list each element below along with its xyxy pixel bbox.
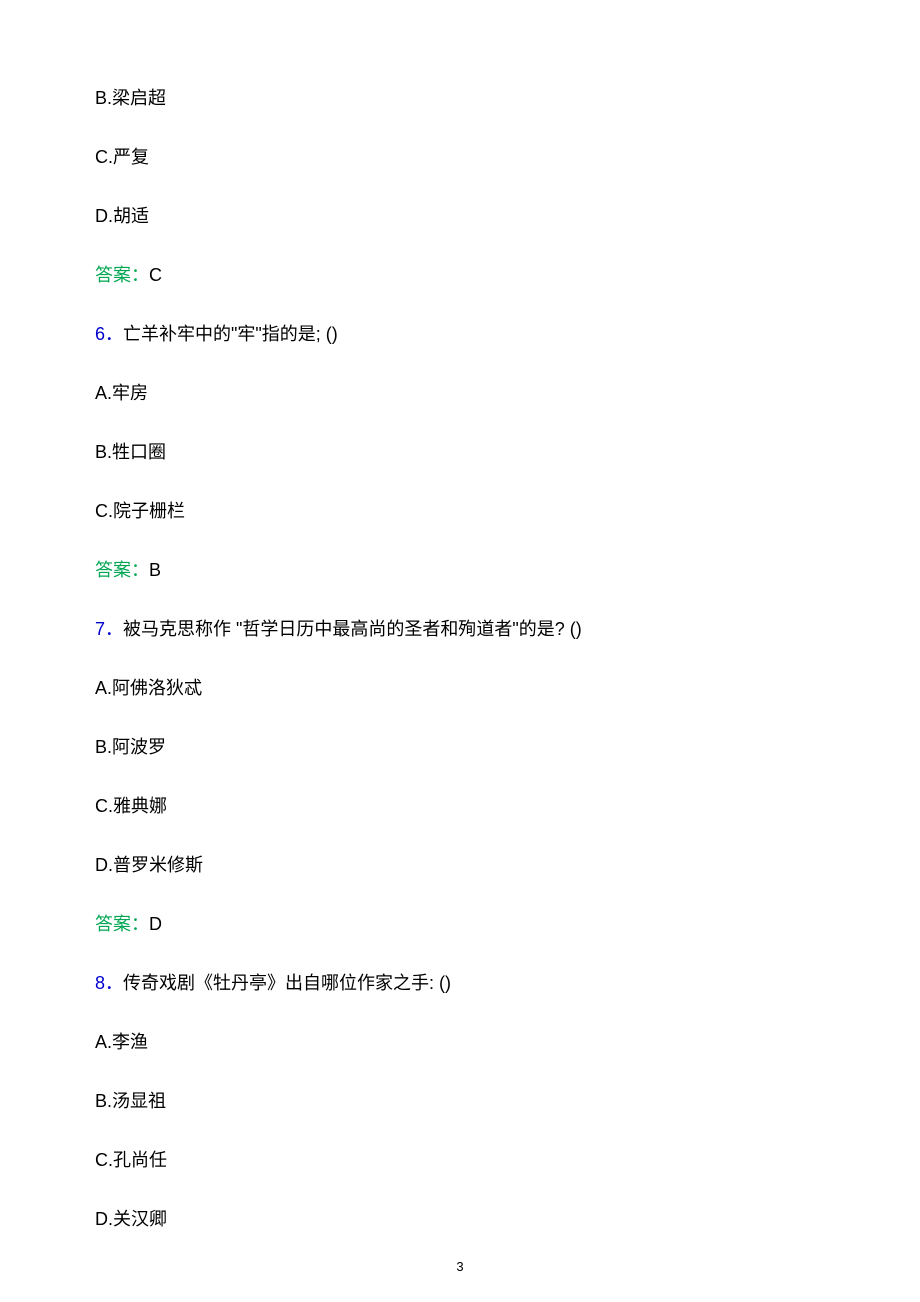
q7-option-c: C.雅典娜 <box>95 793 825 820</box>
q6-option-c: C.院子栅栏 <box>95 498 825 525</box>
q5-answer-value: C <box>149 265 162 285</box>
q8-question: 8．传奇戏剧《牡丹亭》出自哪位作家之手: () <box>95 970 825 997</box>
q5-option-b: B.梁启超 <box>95 85 825 112</box>
q6-option-a: A.牢房 <box>95 380 825 407</box>
q8-number: 8． <box>95 973 123 993</box>
q8-option-a: A.李渔 <box>95 1029 825 1056</box>
q6-option-b: B.牲口圈 <box>95 439 825 466</box>
q8-text: 传奇戏剧《牡丹亭》出自哪位作家之手: () <box>123 973 451 993</box>
q7-option-a: A.阿佛洛狄忒 <box>95 675 825 702</box>
q7-answer: 答案：D <box>95 911 825 938</box>
q6-question: 6．亡羊补牢中的"牢"指的是; () <box>95 321 825 348</box>
q7-answer-value: D <box>149 914 162 934</box>
q6-text: 亡羊补牢中的"牢"指的是; () <box>123 324 338 344</box>
q5-option-c: C.严复 <box>95 144 825 171</box>
q6-answer-label: 答案： <box>95 560 149 580</box>
q7-option-b: B.阿波罗 <box>95 734 825 761</box>
q8-option-b: B.汤显祖 <box>95 1088 825 1115</box>
q6-answer: 答案：B <box>95 557 825 584</box>
q5-answer-label: 答案： <box>95 265 149 285</box>
q7-answer-label: 答案： <box>95 914 149 934</box>
q7-question: 7．被马克思称作 "哲学日历中最高尚的圣者和殉道者"的是? () <box>95 616 825 643</box>
q7-option-d: D.普罗米修斯 <box>95 852 825 879</box>
q5-answer: 答案：C <box>95 262 825 289</box>
q8-option-d: D.关汉卿 <box>95 1206 825 1233</box>
q7-text: 被马克思称作 "哲学日历中最高尚的圣者和殉道者"的是? () <box>123 619 582 639</box>
q6-number: 6． <box>95 324 123 344</box>
q5-option-d: D.胡适 <box>95 203 825 230</box>
page-number: 3 <box>456 1259 463 1274</box>
q6-answer-value: B <box>149 560 161 580</box>
q8-option-c: C.孔尚任 <box>95 1147 825 1174</box>
q7-number: 7． <box>95 619 123 639</box>
